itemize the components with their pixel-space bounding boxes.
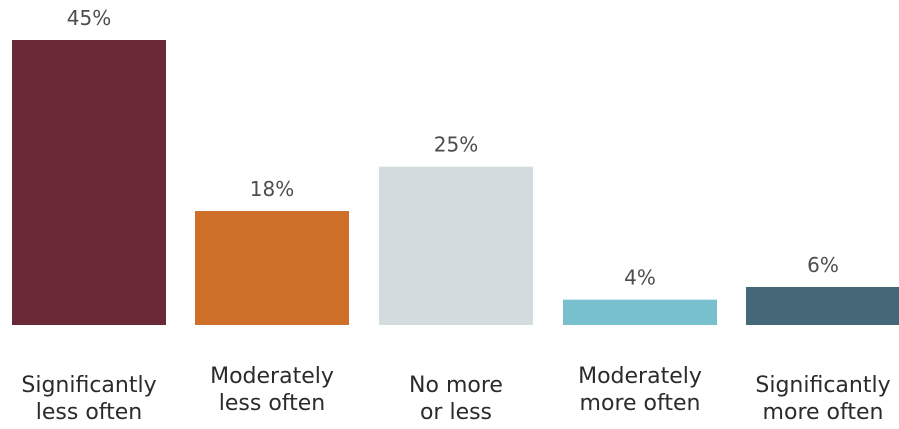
category-label-moderately-less-often: Moderately less often <box>210 364 334 416</box>
bar-significantly-less-often <box>12 40 166 325</box>
category-label-no-more-or-less: No more or less <box>409 373 503 425</box>
bar-no-more-or-less <box>379 166 533 325</box>
category-label-moderately-more-often: Moderately more often <box>578 364 702 416</box>
category-label-significantly-more-often: Significantly more often <box>755 373 890 425</box>
category-label-line: Significantly <box>21 373 156 398</box>
bar-moderately-more-often <box>563 299 717 325</box>
value-label-no-more-or-less: 25% <box>434 133 478 157</box>
category-label-line: or less <box>420 400 492 425</box>
bar-significantly-more-often <box>746 287 899 325</box>
category-label-line: more often <box>580 391 701 416</box>
category-label-line: less often <box>36 400 143 425</box>
category-label-line: more often <box>763 400 884 425</box>
value-label-significantly-more-often: 6% <box>807 253 839 277</box>
category-label-line: less often <box>219 391 326 416</box>
bar-moderately-less-often <box>195 211 349 325</box>
category-label-line: Significantly <box>755 373 890 398</box>
value-label-significantly-less-often: 45% <box>67 6 111 30</box>
value-label-moderately-less-often: 18% <box>250 177 294 201</box>
category-label-significantly-less-often: Significantly less often <box>21 373 156 425</box>
category-label-line: No more <box>409 373 503 398</box>
value-label-moderately-more-often: 4% <box>624 266 656 290</box>
category-label-line: Moderately <box>210 364 334 389</box>
category-label-line: Moderately <box>578 364 702 389</box>
